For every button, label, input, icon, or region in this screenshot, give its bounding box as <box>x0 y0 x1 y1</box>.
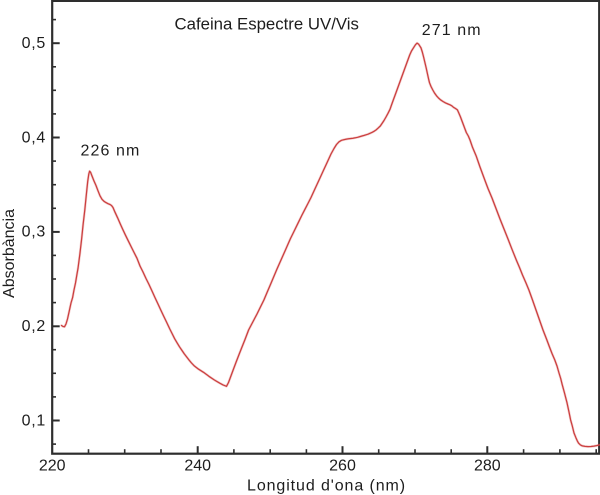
svg-text:0,4: 0,4 <box>22 129 46 146</box>
svg-text:220: 220 <box>39 458 66 475</box>
svg-text:0,2: 0,2 <box>22 318 46 335</box>
svg-text:Cafeina Espectre UV/Vis: Cafeina Espectre UV/Vis <box>175 15 359 34</box>
svg-text:240: 240 <box>184 458 211 475</box>
svg-text:260: 260 <box>329 458 356 475</box>
svg-text:226 nm: 226 nm <box>81 143 141 160</box>
svg-text:280: 280 <box>474 458 501 475</box>
svg-text:271 nm: 271 nm <box>422 22 482 39</box>
svg-text:0,5: 0,5 <box>22 35 46 52</box>
svg-text:Absorbància: Absorbància <box>1 209 18 298</box>
svg-text:Longitud d'ona (nm): Longitud d'ona (nm) <box>247 478 406 495</box>
svg-text:0,1: 0,1 <box>22 412 46 429</box>
svg-text:0,3: 0,3 <box>22 224 46 241</box>
